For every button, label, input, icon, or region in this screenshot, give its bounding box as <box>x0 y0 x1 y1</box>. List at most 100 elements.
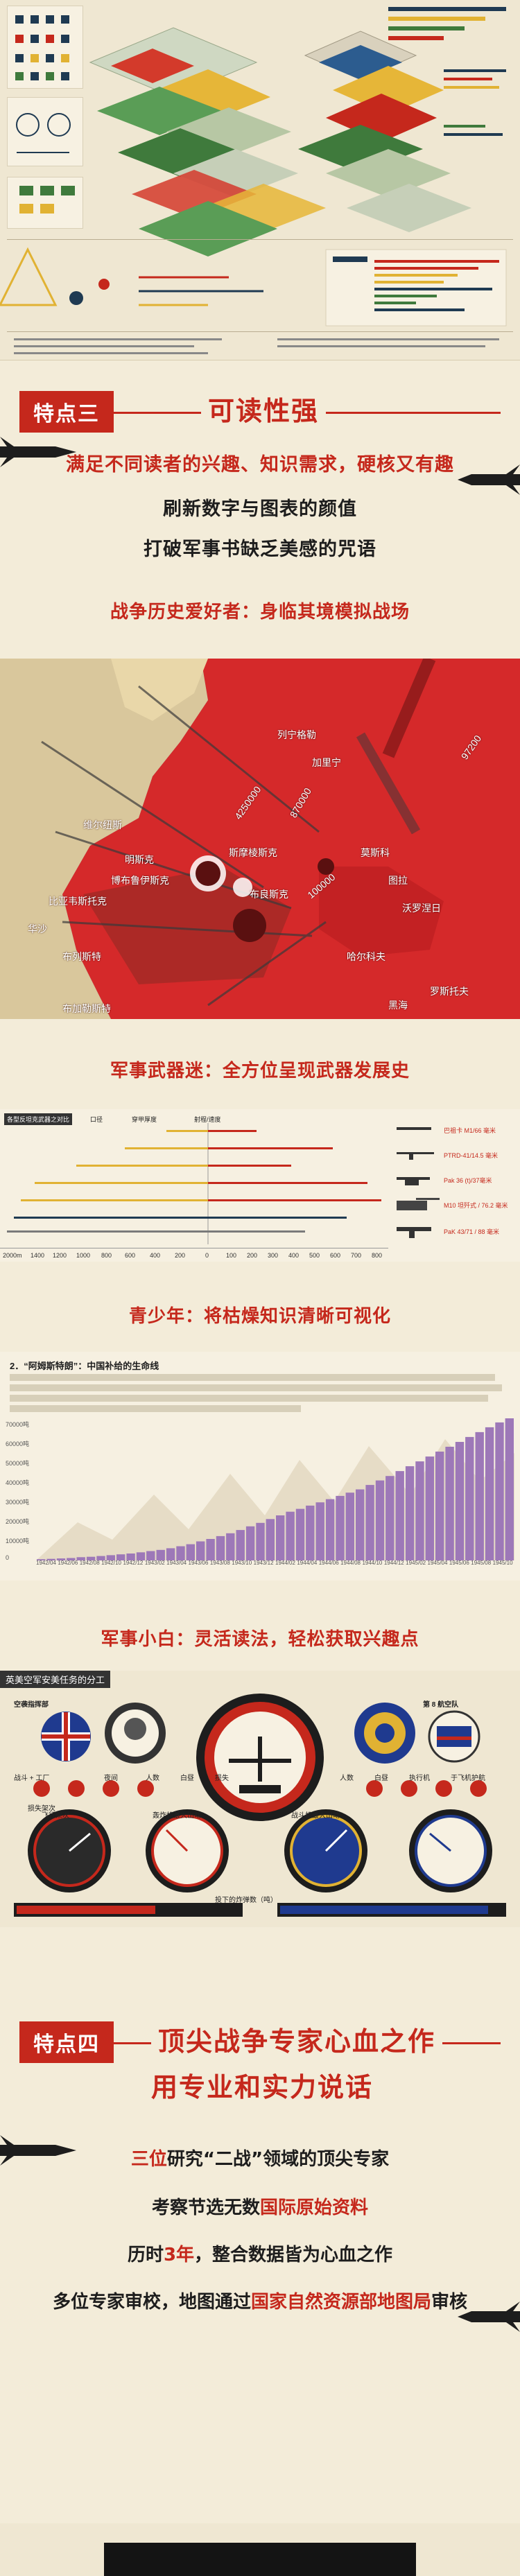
supply-chart-text <box>10 1374 509 1412</box>
supply-xtick: 1942/04 <box>36 1560 56 1566</box>
supply-bar <box>336 1495 345 1560</box>
map-city: 罗斯托夫 <box>430 986 469 997</box>
supply-bar <box>245 1526 255 1560</box>
war-map: 莫斯科 列宁格勒 斯摩棱斯克 布良斯克 博布鲁伊斯克 明斯克 维尔纽斯 比亚韦斯… <box>0 659 520 1019</box>
map-city: 斯摩棱斯克 <box>229 847 277 858</box>
supply-bar <box>415 1461 424 1560</box>
audience-weapons-heading: 军事武器迷：全方位呈现武器发展史 <box>110 1061 410 1081</box>
supply-xtick: 1944/02 <box>275 1560 295 1566</box>
missile-icon <box>458 2301 520 2332</box>
weapons-xtick: 1000 <box>76 1252 91 1259</box>
supply-bar <box>206 1539 215 1560</box>
weapon-label: 巴祖卡 M1/66 毫米 <box>444 1127 496 1134</box>
gauge-label: 轰炸机最大出动 <box>153 1812 201 1820</box>
supply-xtick: 1945/06 <box>449 1560 469 1566</box>
map-city: 明斯克 <box>125 854 154 865</box>
supply-bar <box>365 1485 374 1560</box>
gauge-label: 投下的炸弹数（吨） <box>215 1897 277 1904</box>
supply-bar <box>37 1559 46 1560</box>
feature4-line-1: 三位研究“二战”领域的顶尖专家 <box>130 2149 390 2170</box>
supply-bar <box>196 1541 205 1560</box>
map-city: 布良斯克 <box>250 889 288 900</box>
supply-bar <box>216 1535 225 1560</box>
supply-xtick: 1943/04 <box>166 1560 187 1566</box>
supply-bar <box>455 1442 465 1560</box>
weapons-xtick: 300 <box>268 1252 279 1259</box>
gauge-label: 夜间 <box>104 1775 118 1782</box>
audience-history-heading: 战争历史爱好者：身临其境模拟战场 <box>110 602 410 623</box>
feature-tag: 特点三 <box>19 391 114 433</box>
missile-icon <box>0 437 76 467</box>
audience-newbies-heading: 军事小白：灵活读法，轻松获取兴趣点 <box>101 1629 419 1650</box>
map-city: 黑海 <box>388 1000 408 1011</box>
supply-bar <box>236 1530 245 1560</box>
map-city: 图拉 <box>388 875 408 886</box>
supply-bar <box>276 1515 285 1560</box>
map-city: 沃罗涅日 <box>402 903 441 914</box>
infographic-board <box>0 0 520 360</box>
feature-title: 可读性强 <box>201 390 327 428</box>
bottom-banner <box>104 2543 416 2576</box>
bottom-band <box>0 2523 520 2576</box>
supply-bar <box>136 1552 146 1560</box>
supply-bar <box>435 1452 444 1560</box>
supply-xtick: 1944/12 <box>383 1560 404 1566</box>
weapons-xtick: 1200 <box>53 1252 67 1259</box>
supply-bar <box>465 1436 474 1560</box>
supply-ytick: 10000吨 <box>6 1538 30 1544</box>
gauge-label: 于飞机护航 <box>451 1775 485 1782</box>
weapon-label: PTRD-41/14.5 毫米 <box>444 1152 499 1159</box>
supply-bar <box>385 1476 395 1560</box>
supply-bar <box>485 1427 494 1560</box>
gauges-infographic: 英美空军安美任务的分工 <box>0 1671 520 1927</box>
gauges-title: 英美空军安美任务的分工 <box>0 1671 111 1688</box>
weapons-xtick: 0 <box>205 1252 209 1259</box>
supply-bar <box>405 1466 415 1560</box>
feature4-title: 顶尖战争专家心血之作 <box>151 2020 443 2058</box>
weapon-icons <box>397 1127 440 1238</box>
supply-xtick: 1945/10 <box>492 1560 513 1566</box>
supply-ytick: 60000吨 <box>6 1441 30 1447</box>
diagram-panel-3 <box>7 177 83 229</box>
weapons-xtick: 800 <box>101 1252 112 1259</box>
weapons-legend-range: 射程/速度 <box>194 1116 221 1123</box>
weapons-xtick: 700 <box>351 1252 362 1259</box>
weapons-xtick: 600 <box>125 1252 136 1259</box>
feature4-subtitle: 用专业和实力说话 <box>151 2072 374 2103</box>
map-city: 博布鲁伊斯克 <box>111 875 169 886</box>
map-city: 莫斯科 <box>361 847 390 858</box>
supply-bar <box>505 1418 514 1560</box>
supply-bar <box>86 1556 96 1560</box>
weapons-xtick: 200 <box>247 1252 258 1259</box>
supply-bar <box>126 1554 135 1560</box>
map-city: 加里宁 <box>312 757 341 768</box>
gauge-label: 人数 <box>146 1775 159 1782</box>
supply-xtick: 1945/02 <box>406 1560 426 1566</box>
gauge-label: 损失 <box>215 1775 229 1782</box>
supply-bar <box>46 1558 55 1560</box>
supply-xtick: 1943/06 <box>188 1560 209 1566</box>
gauges-left-name: 空袭指挥部 <box>14 1701 49 1709</box>
supply-xtick: 1943/12 <box>253 1560 274 1566</box>
supply-ytick: 0 <box>6 1554 10 1561</box>
map-city: 布列斯特 <box>62 951 101 962</box>
supply-bar <box>445 1447 454 1560</box>
supply-xtick: 1945/04 <box>427 1560 448 1566</box>
gauge-label: 损失架次 <box>28 1805 55 1813</box>
weapons-legend-caliber: 口径 <box>90 1116 103 1123</box>
supply-bar <box>315 1502 324 1560</box>
supply-bar <box>116 1554 125 1560</box>
supply-xtick: 1944/06 <box>318 1560 339 1566</box>
supply-xtick: 1942/12 <box>123 1560 144 1566</box>
weapons-legend-penetration: 穿甲厚度 <box>132 1116 157 1123</box>
gauge-label: 战斗机最大出动 <box>291 1812 340 1820</box>
supply-bar <box>495 1422 504 1560</box>
map-city: 比亚韦斯托克 <box>49 896 107 907</box>
map-artwork <box>0 659 520 1019</box>
supply-bar <box>475 1431 484 1560</box>
supply-ytick: 30000吨 <box>6 1499 30 1506</box>
supply-xtick: 1944/04 <box>297 1560 318 1566</box>
weapons-chart-title: 各型反坦克武器之对比 <box>4 1113 73 1125</box>
gauges-artwork <box>14 1694 506 1917</box>
weapons-xtick: 2000m <box>3 1252 22 1259</box>
